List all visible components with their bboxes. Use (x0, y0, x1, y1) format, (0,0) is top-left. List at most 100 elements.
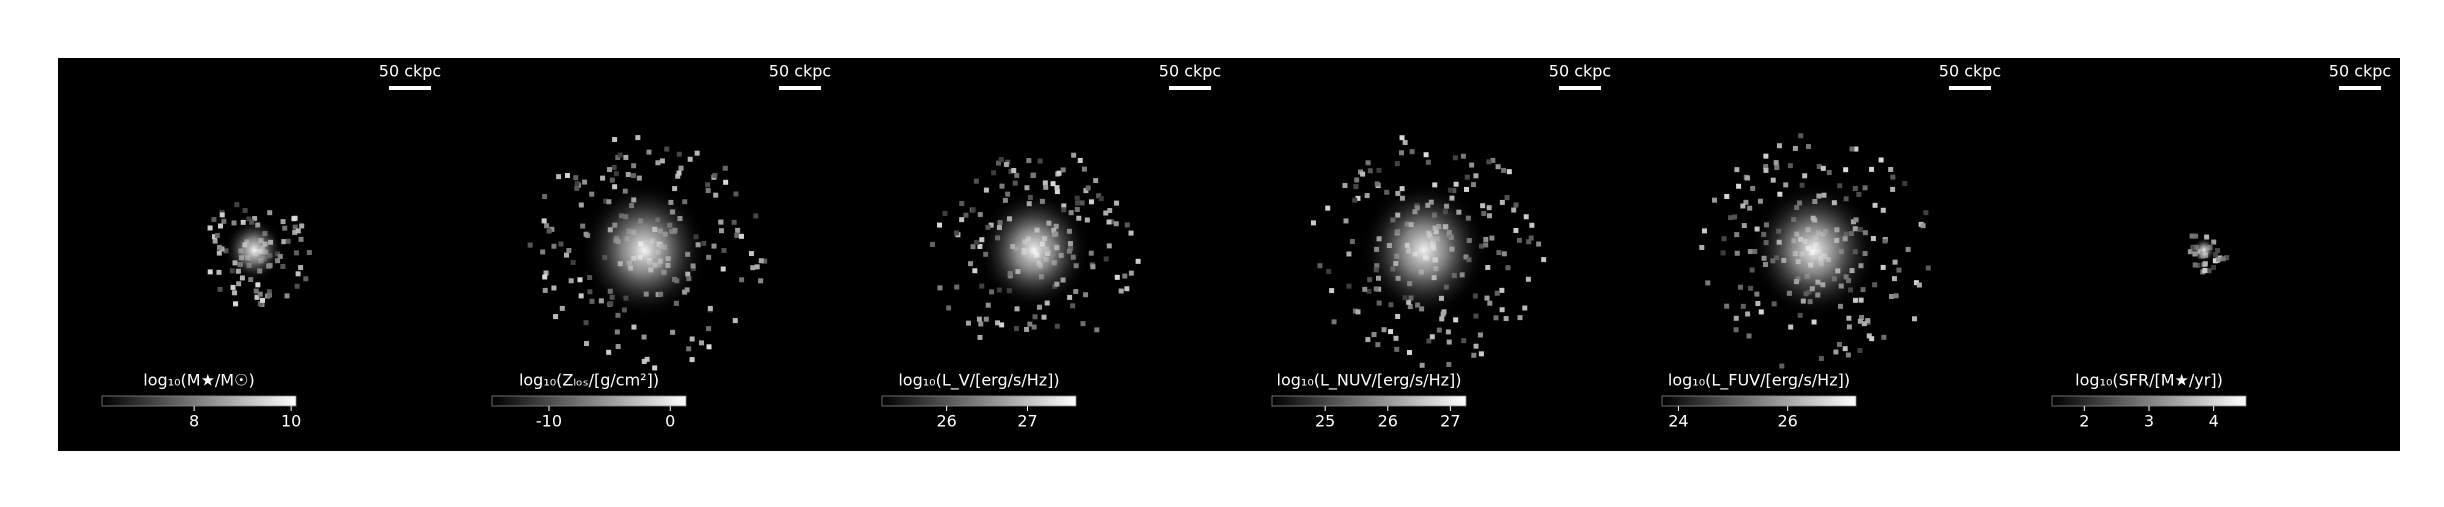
colorbar-tick-label: 27 (1017, 412, 1037, 431)
galaxy-glow (224, 218, 284, 282)
scale-bar (779, 86, 821, 90)
galaxy-glow (1360, 182, 1488, 318)
pixel (1525, 276, 1531, 282)
pixel (954, 284, 960, 290)
colorbar (1271, 395, 1467, 407)
pixel (689, 357, 695, 363)
pixel (280, 263, 286, 269)
pixel (1071, 152, 1077, 158)
pixel (1054, 323, 1060, 329)
pixel (1096, 193, 1102, 199)
pixel (1032, 314, 1038, 320)
pixel (1522, 305, 1528, 311)
pixel (1802, 173, 1808, 179)
pixel (1805, 144, 1811, 150)
pixel (1787, 163, 1793, 169)
pixel (1701, 228, 1707, 234)
pixel (612, 184, 618, 190)
pixel (1106, 243, 1112, 249)
pixel (936, 222, 942, 228)
pixel (294, 283, 300, 289)
galaxy-glow (580, 182, 708, 318)
pixel (1836, 341, 1842, 347)
colorbar (491, 395, 687, 407)
pixel (670, 329, 676, 335)
pixel (1890, 174, 1896, 180)
pixel (995, 320, 1001, 326)
pixel (1843, 167, 1849, 173)
pixel (540, 249, 546, 255)
pixel (1490, 157, 1496, 163)
pixel (641, 358, 647, 364)
pixel (973, 178, 979, 184)
pixel (611, 164, 617, 170)
pixel (675, 173, 681, 179)
pixel (963, 212, 969, 218)
pixel (1920, 223, 1926, 229)
pixel (583, 320, 589, 326)
pixel (615, 344, 621, 350)
pixel (1763, 167, 1769, 173)
pixel (253, 288, 259, 294)
pixel (979, 283, 985, 289)
pixel (1720, 250, 1726, 256)
pixel (1376, 167, 1382, 173)
pixel (1763, 164, 1769, 170)
pixel (1118, 288, 1124, 294)
pixel (1837, 183, 1843, 189)
pixel (959, 200, 965, 206)
pixel (733, 191, 739, 197)
pixel (559, 305, 565, 311)
pixel (1343, 218, 1349, 224)
pixel (1453, 317, 1459, 323)
pixel (292, 229, 298, 235)
pixel (254, 294, 260, 300)
pixel (1098, 196, 1104, 202)
pixel (1737, 284, 1743, 290)
colorbar (2051, 395, 2247, 407)
pixel (606, 349, 612, 355)
pixel (612, 137, 618, 143)
pixel (1925, 265, 1931, 271)
pixel (1399, 150, 1405, 156)
pixel (1090, 264, 1096, 270)
pixel (219, 246, 225, 252)
pixel (1024, 185, 1030, 191)
pixel (732, 318, 738, 324)
pixel (1541, 257, 1547, 263)
pixel (976, 316, 982, 322)
pixel (1124, 222, 1130, 228)
pixel (635, 135, 641, 141)
pixel (1866, 333, 1872, 339)
pixel (1747, 205, 1753, 211)
pixel (1014, 306, 1020, 312)
pixel (298, 236, 304, 242)
pixel (211, 234, 217, 240)
pixel (1088, 250, 1094, 256)
pixel (1740, 303, 1746, 309)
pixel (2211, 239, 2217, 245)
pixel (1816, 164, 1822, 170)
pixel (1381, 327, 1387, 333)
pixel (1354, 177, 1360, 183)
pixel (2204, 234, 2210, 240)
pixel (1880, 207, 1886, 213)
pixel (542, 194, 548, 200)
pixel (1436, 327, 1442, 333)
pixel (1024, 326, 1030, 332)
pixel (1872, 202, 1878, 208)
pixel (1464, 174, 1470, 180)
pixel (1773, 160, 1779, 166)
pixel (1365, 337, 1371, 343)
pixel (1364, 193, 1370, 199)
pixel (959, 217, 965, 223)
pixel (748, 251, 754, 257)
pixel (1470, 182, 1476, 188)
image-area (58, 58, 2400, 451)
pixel (1005, 191, 1011, 197)
pixel (2189, 233, 2195, 239)
pixel (968, 261, 974, 267)
pixel (280, 219, 286, 225)
pixel (1857, 348, 1863, 354)
